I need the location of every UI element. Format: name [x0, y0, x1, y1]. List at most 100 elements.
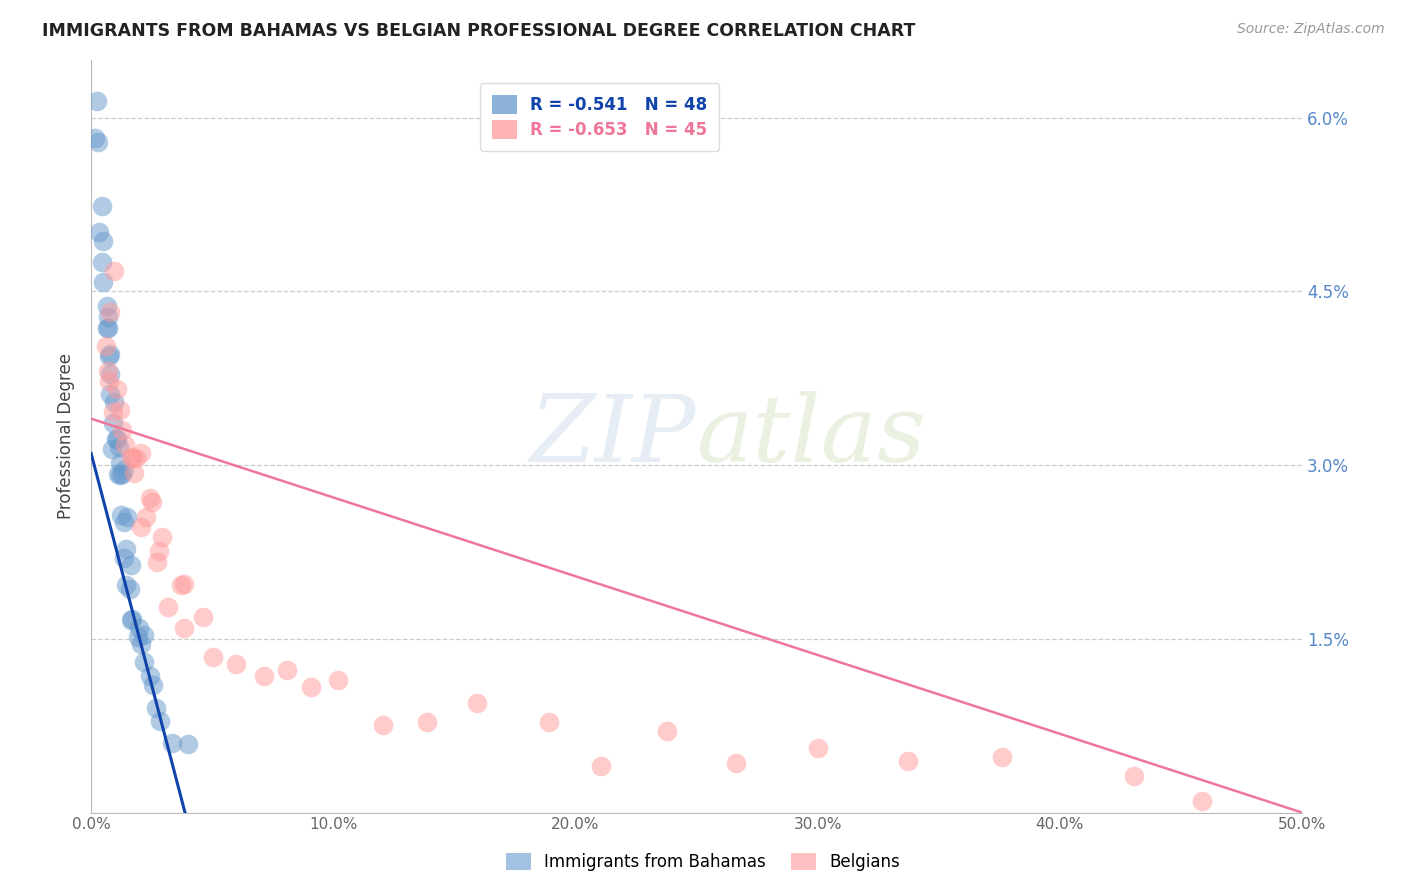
Text: Source: ZipAtlas.com: Source: ZipAtlas.com — [1237, 22, 1385, 37]
Point — [142, 678, 165, 692]
Legend: Immigrants from Bahamas, Belgians: Immigrants from Bahamas, Belgians — [498, 845, 908, 880]
Point — [118, 582, 141, 596]
Point — [127, 631, 149, 645]
Point — [108, 402, 131, 417]
Point — [156, 599, 179, 614]
Point — [326, 673, 349, 687]
Point — [465, 696, 488, 710]
Point — [112, 463, 135, 477]
Text: ZIP: ZIP — [530, 391, 696, 481]
Point — [170, 578, 193, 592]
Point — [132, 628, 155, 642]
Point — [725, 756, 748, 770]
Point — [416, 715, 439, 730]
Point — [111, 423, 134, 437]
Point — [991, 749, 1014, 764]
Point — [125, 451, 148, 466]
Point — [129, 637, 152, 651]
Point — [87, 135, 110, 149]
Point — [97, 320, 120, 334]
Point — [98, 367, 121, 381]
Point — [807, 740, 830, 755]
Point — [129, 446, 152, 460]
Point — [101, 442, 124, 456]
Point — [91, 275, 114, 289]
Point — [121, 450, 143, 465]
Point — [897, 754, 920, 768]
Point — [120, 558, 142, 573]
Point — [121, 612, 143, 626]
Point — [86, 95, 108, 109]
Point — [138, 491, 160, 505]
Point — [173, 577, 195, 591]
Point — [150, 530, 173, 544]
Text: atlas: atlas — [696, 391, 927, 481]
Point — [299, 680, 322, 694]
Point — [129, 520, 152, 534]
Point — [96, 299, 118, 313]
Point — [112, 550, 135, 565]
Point — [84, 131, 107, 145]
Point — [90, 199, 112, 213]
Point — [225, 657, 247, 672]
Point — [176, 737, 198, 751]
Point — [91, 255, 114, 269]
Point — [108, 456, 131, 470]
Point — [115, 510, 138, 524]
Text: IMMIGRANTS FROM BAHAMAS VS BELGIAN PROFESSIONAL DEGREE CORRELATION CHART: IMMIGRANTS FROM BAHAMAS VS BELGIAN PROFE… — [42, 22, 915, 40]
Point — [96, 320, 118, 334]
Point — [135, 510, 157, 524]
Point — [89, 225, 111, 239]
Point — [1191, 794, 1213, 808]
Point — [276, 663, 298, 677]
Point — [146, 555, 169, 569]
Point — [107, 467, 129, 481]
Point — [589, 759, 612, 773]
Point — [107, 440, 129, 454]
Point — [201, 650, 224, 665]
Point — [105, 382, 128, 396]
Point — [114, 438, 136, 452]
Point — [120, 450, 142, 464]
Point — [103, 264, 125, 278]
Point — [112, 515, 135, 529]
Point — [655, 724, 678, 739]
Point — [111, 467, 134, 481]
Point — [110, 508, 132, 522]
Point — [98, 387, 121, 401]
Point — [253, 669, 276, 683]
Point — [1123, 769, 1146, 783]
Point — [105, 432, 128, 446]
Point — [149, 714, 172, 729]
Point — [97, 310, 120, 324]
Point — [148, 543, 170, 558]
Point — [537, 714, 560, 729]
Point — [139, 668, 162, 682]
Point — [103, 395, 125, 409]
Point — [141, 495, 163, 509]
Point — [124, 466, 146, 480]
Point — [115, 578, 138, 592]
Point — [96, 338, 118, 352]
Point — [103, 416, 125, 430]
Point — [91, 234, 114, 248]
Point — [115, 542, 138, 557]
Point — [193, 610, 215, 624]
Point — [160, 736, 183, 750]
Point — [97, 364, 120, 378]
Point — [97, 374, 120, 388]
Point — [371, 717, 394, 731]
Point — [98, 347, 121, 361]
Y-axis label: Professional Degree: Professional Degree — [58, 353, 75, 519]
Point — [145, 701, 167, 715]
Point — [120, 613, 142, 627]
Point — [128, 621, 150, 635]
Point — [98, 305, 121, 319]
Point — [98, 349, 121, 363]
Point — [108, 467, 131, 482]
Point — [173, 621, 195, 635]
Legend: R = -0.541   N = 48, R = -0.653   N = 45: R = -0.541 N = 48, R = -0.653 N = 45 — [481, 83, 718, 151]
Point — [132, 655, 155, 669]
Point — [104, 433, 127, 447]
Point — [103, 405, 125, 419]
